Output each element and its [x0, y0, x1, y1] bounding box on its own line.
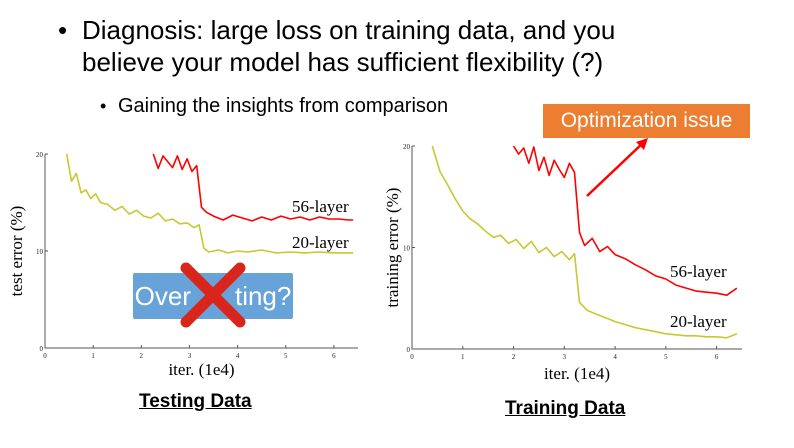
x-tick-label: 3 — [563, 353, 567, 361]
testing-data-caption: Testing Data — [139, 391, 252, 412]
x-tick-label: 4 — [236, 352, 240, 360]
optimization-issue-callout: Optimization issue — [543, 104, 750, 138]
y-tick-label: 20 — [403, 143, 411, 151]
series-label-56-layer: 56-layer — [292, 197, 349, 216]
callout-arrow — [586, 141, 645, 197]
overfitting-text-right: ting? — [234, 281, 292, 311]
y-tick-label: 0 — [40, 345, 44, 353]
main-bullet-line-1: Diagnosis: large loss on training data, … — [82, 15, 616, 45]
series-line-20-layer — [431, 145, 738, 339]
x-axis-label: iter. (1e4) — [168, 360, 234, 379]
callout-arrowhead — [636, 138, 648, 150]
x-tick-label: 2 — [140, 352, 144, 360]
x-tick-label: 2 — [512, 353, 516, 361]
x-tick-label: 3 — [188, 352, 192, 360]
x-tick-label: 0 — [410, 353, 414, 361]
overfitting-text-left: Over — [134, 281, 191, 311]
x-tick-label: 6 — [332, 352, 336, 360]
x-tick-label: 6 — [715, 353, 719, 361]
x-tick-label: 0 — [43, 352, 47, 360]
testing-chart: 0 1 2 3 4 5 6 0 10 20 iter. (1e4) test error (%) 56-… — [7, 151, 358, 379]
overfitting-badge: Over ting? — [133, 273, 293, 319]
series-label-20-layer: 20-layer — [670, 312, 727, 331]
x-axis-label: iter. (1e4) — [544, 364, 610, 383]
x-tick-label: 4 — [613, 353, 617, 361]
series-line-56-layer — [152, 153, 354, 222]
main-bullet-line-2: believe your model has sufficient flexib… — [82, 47, 604, 77]
y-axis-label: test error (%) — [7, 206, 26, 297]
x-tick-label: 5 — [664, 353, 668, 361]
training-chart: 0 1 2 3 4 5 6 0 10 20 iter. (1e4) training error (%… — [383, 143, 742, 383]
training-data-caption: Training Data — [505, 398, 626, 419]
series-line-56-layer — [512, 145, 738, 296]
bullet-dot: • — [58, 15, 68, 45]
y-tick-label: 10 — [36, 248, 44, 256]
series-label-20-layer: 20-layer — [292, 233, 349, 252]
sub-bullet-dot: • — [100, 96, 107, 116]
sub-bullet-text: Gaining the insights from comparison — [118, 95, 449, 117]
x-tick-label: 1 — [461, 353, 465, 361]
y-axis-label: training error (%) — [383, 188, 402, 308]
series-label-56-layer: 56-layer — [670, 262, 727, 281]
y-tick-label: 10 — [403, 245, 411, 253]
x-tick-label: 5 — [284, 352, 288, 360]
y-tick-label: 0 — [407, 346, 411, 354]
x-tick-label: 1 — [91, 352, 95, 360]
y-tick-label: 20 — [36, 151, 44, 159]
series-line-20-layer — [65, 153, 354, 254]
